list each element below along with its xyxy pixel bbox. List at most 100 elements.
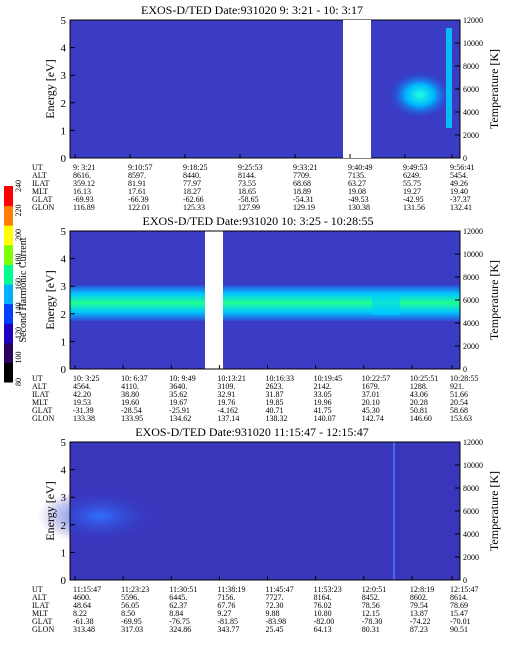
- orbit-cell: 10: 3:25: [73, 374, 99, 383]
- panel-1-title: EXOS-D/TED Date:931020 9: 3:21 - 10: 3:1…: [141, 3, 363, 17]
- orbit-cell: 10:16:33: [266, 374, 294, 383]
- orbit-cell: 7156.: [217, 593, 235, 602]
- orbit-cell: 31.87: [266, 390, 284, 399]
- orbit-cell: -66.39: [128, 195, 149, 204]
- right-tick-label: 4000: [463, 530, 479, 539]
- orbit-cell: 313.48: [73, 625, 95, 634]
- left-tick-label: 2: [61, 98, 67, 110]
- panel-2-data-gap: [205, 231, 223, 369]
- panel-3: EXOS-D/TED Date:931020 11:15:47 - 12:15:…: [32, 425, 501, 634]
- orbit-cell: 9:33:21: [293, 163, 317, 172]
- colorbar-swatch: [4, 362, 13, 383]
- colorbar-swatch: [4, 342, 13, 363]
- orbit-cell: -78.30: [362, 617, 383, 626]
- orbit-cell: 8614.: [450, 593, 468, 602]
- orbit-cell: 17.61: [128, 187, 146, 196]
- orbit-cell: 78.56: [362, 601, 380, 610]
- right-tick-label: 12000: [463, 16, 483, 25]
- orbit-cell: 58.68: [450, 406, 468, 415]
- left-tick-label: 5: [61, 437, 67, 449]
- left-tick-label: 2: [61, 309, 67, 321]
- colorbar-tick-label: 160: [14, 278, 23, 290]
- orbit-cell: 62.37: [169, 601, 187, 610]
- orbit-cell: -42.95: [403, 195, 424, 204]
- orbit-cell: 4110.: [121, 382, 139, 391]
- orbit-row-label: GLAT: [32, 617, 53, 626]
- colorbar-tick-label: 240: [14, 180, 23, 192]
- orbit-cell: -49.53: [348, 195, 369, 204]
- colorbar-swatch: [4, 244, 13, 265]
- panel-3-ylabel-right: Temperature [K]: [487, 471, 501, 551]
- orbit-cell: 8616.: [73, 171, 91, 180]
- colorbar-swatch: [4, 205, 13, 226]
- orbit-row-label: GLAT: [32, 406, 53, 415]
- orbit-cell: 10:28:55: [450, 374, 478, 383]
- orbit-cell: -28.54: [121, 406, 142, 415]
- orbit-cell: 9:25:53: [238, 163, 262, 172]
- orbit-cell: 15.47: [450, 609, 468, 618]
- orbit-cell: 10:19:45: [314, 374, 342, 383]
- right-tick-label: 4000: [463, 319, 479, 328]
- orbit-cell: 45.30: [362, 406, 380, 415]
- right-tick-label: 2000: [463, 342, 479, 351]
- orbit-cell: 1288.: [410, 382, 428, 391]
- orbit-cell: 49.26: [450, 179, 468, 188]
- panel-2-band: [70, 285, 460, 321]
- orbit-cell: 7727.: [266, 593, 284, 602]
- right-tick-label: 6000: [463, 507, 479, 516]
- left-tick-label: 0: [61, 575, 67, 587]
- orbit-cell: 6445.: [169, 593, 187, 602]
- orbit-cell: 38.80: [121, 390, 139, 399]
- panel-3-ylabel-left: Energy [eV]: [43, 481, 57, 540]
- orbit-cell: -83.98: [266, 617, 287, 626]
- orbit-cell: 19.53: [73, 398, 91, 407]
- orbit-cell: 6249.: [403, 171, 421, 180]
- left-tick-label: 3: [61, 70, 67, 82]
- orbit-cell: 19.27: [403, 187, 421, 196]
- left-tick-label: 2: [61, 520, 67, 532]
- left-tick-label: 3: [61, 492, 67, 504]
- orbit-cell: -82.00: [314, 617, 335, 626]
- orbit-cell: -69.93: [73, 195, 94, 204]
- left-tick-label: 4: [61, 43, 67, 55]
- orbit-row-label: ALT: [32, 382, 47, 391]
- colorbar-tick-label: 120: [14, 327, 23, 339]
- orbit-cell: 1679.: [362, 382, 380, 391]
- right-tick-label: 8000: [463, 484, 479, 493]
- orbit-cell: 11:30:51: [169, 585, 197, 594]
- orbit-cell: 133.95: [121, 414, 143, 423]
- orbit-cell: 81.91: [128, 179, 146, 188]
- orbit-row-label: ILAT: [32, 601, 49, 610]
- orbit-cell: 12.15: [362, 609, 380, 618]
- orbit-cell: 79.54: [410, 601, 428, 610]
- colorbar-swatch: [4, 225, 13, 246]
- right-tick-label: 0: [463, 576, 467, 585]
- orbit-cell: 130.38: [348, 203, 370, 212]
- orbit-cell: 7709.: [293, 171, 311, 180]
- orbit-cell: 13.87: [410, 609, 428, 618]
- orbit-cell: 3109.: [217, 382, 235, 391]
- panel-2-ylabel-left: Energy [eV]: [43, 270, 57, 329]
- orbit-cell: -70.01: [450, 617, 471, 626]
- orbit-cell: -81.85: [217, 617, 238, 626]
- panel-2-title: EXOS-D/TED Date:931020 10: 3:25 - 10:28:…: [143, 214, 374, 228]
- orbit-cell: 9:40:49: [348, 163, 372, 172]
- orbit-cell: 9.88: [266, 609, 280, 618]
- orbit-cell: 43.06: [410, 390, 428, 399]
- orbit-cell: 138.32: [266, 414, 288, 423]
- panel-1-ylabel-left: Energy [eV]: [43, 59, 57, 118]
- orbit-cell: 25.45: [266, 625, 284, 634]
- orbit-row-label: MLT: [32, 187, 48, 196]
- left-tick-label: 1: [61, 125, 67, 137]
- orbit-cell: 2142.: [314, 382, 332, 391]
- right-tick-label: 12000: [463, 227, 483, 236]
- orbit-cell: 37.01: [362, 390, 380, 399]
- orbit-cell: 132.41: [450, 203, 472, 212]
- panel-2-band-shift: [372, 295, 400, 315]
- colorbar-swatch: [4, 264, 13, 285]
- orbit-cell: 11:15:47: [73, 585, 101, 594]
- colorbar-tick-label: 140: [14, 303, 23, 315]
- orbit-cell: 76.02: [314, 601, 332, 610]
- orbit-cell: 19.08: [348, 187, 366, 196]
- orbit-row-label: MLT: [32, 609, 48, 618]
